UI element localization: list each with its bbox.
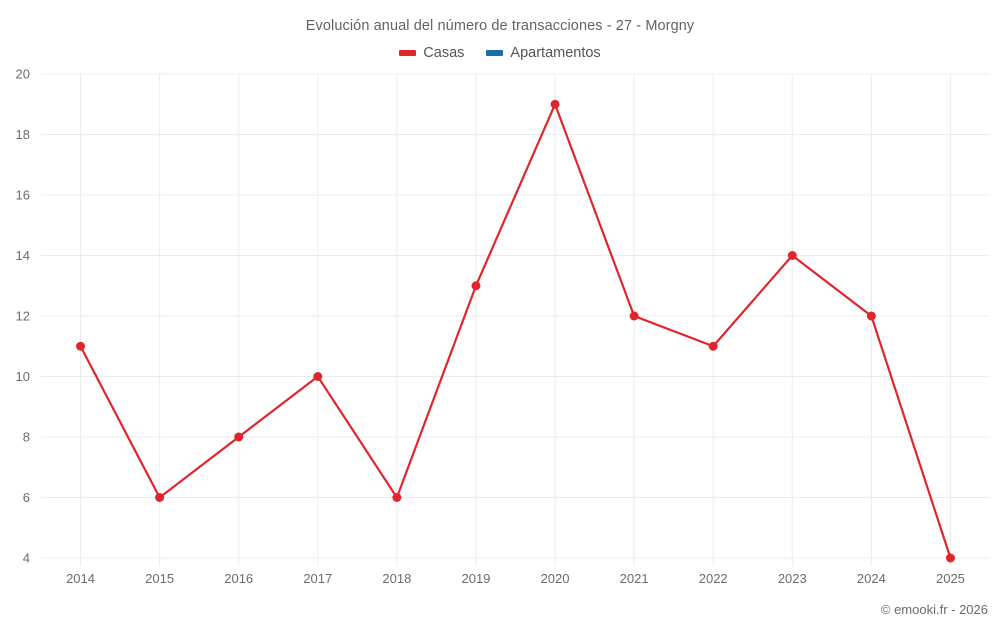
data-point-marker[interactable] <box>313 372 323 381</box>
legend-item-casas[interactable]: Casas <box>399 45 464 61</box>
y-axis-tick-label: 14 <box>16 248 30 263</box>
data-point-marker[interactable] <box>550 99 560 109</box>
copyright-credit: © emooki.fr - 2026 <box>880 602 988 617</box>
data-point-marker[interactable] <box>471 281 481 291</box>
y-axis-tick-label: 16 <box>16 188 30 203</box>
data-point-marker[interactable] <box>392 493 402 502</box>
x-axis-tick-label: 2025 <box>936 571 965 586</box>
x-axis-tick-label: 2016 <box>224 571 253 586</box>
x-axis-tick-label: 2024 <box>857 571 886 586</box>
x-axis-tick-label: 2018 <box>382 571 411 586</box>
data-point-marker[interactable] <box>787 251 797 260</box>
x-axis-tick-label: 2020 <box>541 571 570 586</box>
x-axis-tick-label: 2015 <box>145 571 174 586</box>
y-axis-tick-label: 8 <box>23 430 30 445</box>
x-axis-tick-label: 2023 <box>778 571 807 586</box>
y-axis-tick-label: 10 <box>16 369 30 384</box>
x-axis-tick-label: 2019 <box>461 571 490 586</box>
data-point-marker[interactable] <box>629 311 639 321</box>
data-point-marker[interactable] <box>155 493 165 502</box>
y-axis-tick-label: 18 <box>16 127 30 142</box>
chart-title: Evolución anual del número de transaccio… <box>305 18 695 34</box>
series-line-casas <box>79 103 952 560</box>
chart-legend: Casas Apartamentos <box>0 45 1000 61</box>
y-axis-tick-label: 20 <box>16 67 30 82</box>
x-axis-tick-label: 2021 <box>620 571 649 586</box>
data-point-marker[interactable] <box>234 432 244 442</box>
x-axis-tick-label: 2014 <box>66 571 95 586</box>
legend-item-apartamentos[interactable]: Apartamentos <box>486 45 601 61</box>
x-axis-tick-label: 2022 <box>699 571 728 586</box>
legend-label-casas: Casas <box>423 45 465 61</box>
x-axis-tick-label: 2017 <box>303 571 332 586</box>
data-point-marker[interactable] <box>708 341 718 351</box>
legend-label-apartamentos: Apartamentos <box>510 45 601 61</box>
y-axis-tick-label: 6 <box>23 490 30 505</box>
data-point-marker[interactable] <box>945 553 955 563</box>
y-axis-tick-label: 4 <box>23 551 30 566</box>
legend-swatch-apartamentos <box>486 50 504 56</box>
data-point-marker[interactable] <box>866 311 876 321</box>
legend-swatch-casas <box>399 50 417 56</box>
data-point-marker[interactable] <box>76 341 86 351</box>
y-axis-tick-label: 12 <box>16 309 30 324</box>
